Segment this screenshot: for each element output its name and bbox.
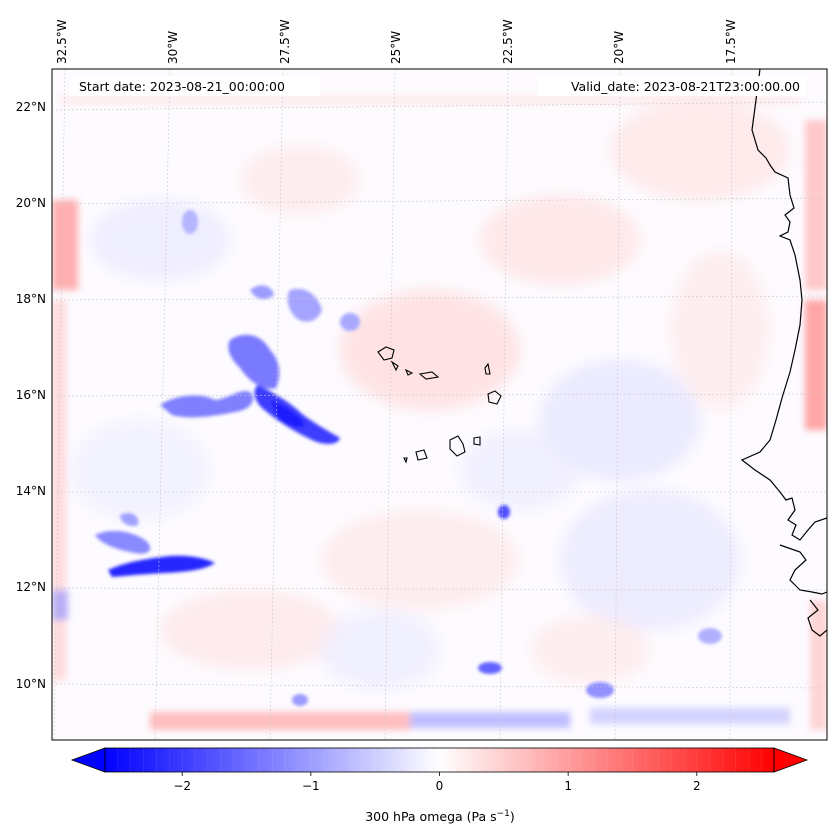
lat-label-20n: 20°N — [16, 196, 46, 210]
lon-label-20w: 20°W — [612, 31, 626, 64]
colorbar-tick-label: 1 — [564, 779, 572, 793]
valid-date-label: Valid_date: 2023-08-21T23:00:00.00 — [571, 79, 800, 94]
start-date-label: Start date: 2023-08-21_00:00:00 — [79, 79, 285, 94]
colorbar-tick-label: −1 — [302, 779, 320, 793]
map-frame — [51, 68, 828, 741]
lat-label-12n: 12°N — [16, 580, 46, 594]
africa-coastline — [740, 69, 827, 637]
omega-strong-ascent — [95, 210, 722, 706]
cape-verde-islands — [377, 346, 502, 464]
colorbar-gradient — [105, 748, 774, 772]
colorbar-ticks: −2 −1 0 1 2 — [173, 772, 701, 793]
omega-broad-patches — [70, 100, 790, 690]
colorbar-bands — [117, 748, 762, 772]
lon-label-30w: 30°W — [166, 31, 180, 64]
colorbar-min-extend — [70, 747, 106, 773]
colorbar-label: 300 hPa omega (Pa s−1) — [365, 809, 515, 824]
lon-label-25w: 25°W — [389, 31, 403, 64]
omega-boundary-bands — [52, 95, 827, 730]
lon-label-32-5w: 32.5°W — [55, 19, 69, 64]
colorbar: −2 −1 0 1 2 300 hPa omega (Pa s−1) — [70, 747, 809, 824]
lat-label-18n: 18°N — [16, 292, 46, 306]
graticule — [52, 69, 827, 740]
colorbar-tick-label: 0 — [436, 779, 444, 793]
lat-label-10n: 10°N — [16, 677, 46, 691]
lat-label-22n: 22°N — [16, 100, 46, 114]
lon-label-17-5w: 17.5°W — [724, 19, 738, 64]
colorbar-max-extend — [773, 747, 809, 773]
longitude-labels: 32.5°W 30°W 27.5°W 25°W 22.5°W 20°W 17.5… — [55, 19, 738, 64]
lon-label-22-5w: 22.5°W — [501, 19, 515, 64]
colorbar-tick-label: 2 — [693, 779, 701, 793]
lon-label-27-5w: 27.5°W — [278, 19, 292, 64]
start-date-box — [70, 76, 320, 96]
lat-label-16n: 16°N — [16, 388, 46, 402]
map-panel: Start date: 2023-08-21_00:00:00 Valid_da… — [51, 68, 828, 741]
latitude-labels: 22°N 20°N 18°N 16°N 14°N 12°N 10°N — [16, 100, 46, 691]
lat-label-14n: 14°N — [16, 484, 46, 498]
valid-date-box — [538, 76, 806, 96]
colorbar-tick-label: −2 — [173, 779, 191, 793]
omega-field: Start date: 2023-08-21_00:00:00 Valid_da… — [52, 69, 827, 740]
